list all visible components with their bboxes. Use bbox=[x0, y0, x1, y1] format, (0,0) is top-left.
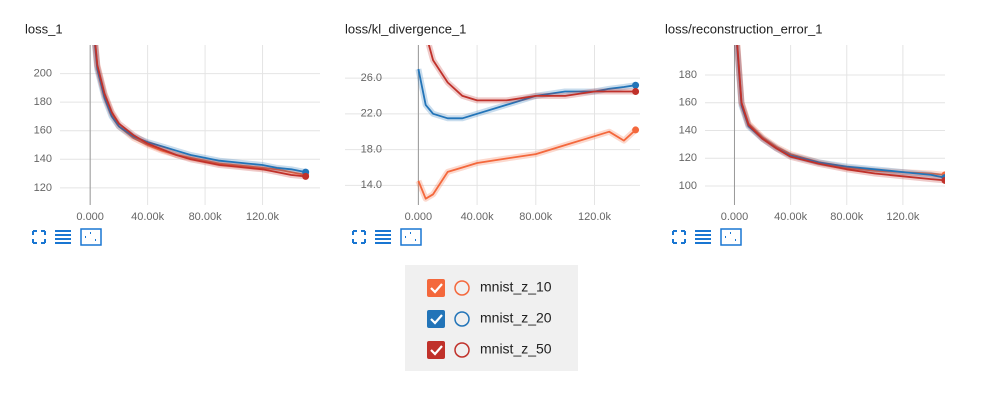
x-tick-label: 40.00k bbox=[774, 211, 808, 223]
chart-title: loss/kl_divergence_1 bbox=[345, 21, 466, 36]
fit-domain-dots bbox=[405, 232, 416, 241]
legend-marker bbox=[454, 280, 470, 296]
legend-label: mnist_z_50 bbox=[480, 341, 552, 357]
series-line bbox=[427, 45, 636, 102]
fit-domain-dots bbox=[85, 232, 96, 241]
x-tick-label: 40.00k bbox=[461, 211, 495, 223]
legend-check bbox=[430, 314, 443, 325]
fit-domain-icon[interactable] bbox=[720, 228, 742, 246]
series-band bbox=[92, 45, 307, 178]
series-band bbox=[91, 45, 307, 176]
x-tick-label: 0.000 bbox=[76, 211, 104, 223]
y-tick-label: 100 bbox=[679, 180, 697, 192]
y-tick-label: 14.0 bbox=[361, 179, 382, 191]
y-tick-label: 26.0 bbox=[361, 72, 382, 84]
x-tick-label: 120.0k bbox=[246, 211, 280, 223]
y-tick-label: 160 bbox=[679, 97, 697, 109]
series-end-dot bbox=[632, 126, 640, 134]
expand-icon[interactable] bbox=[672, 230, 686, 244]
plot-area bbox=[733, 45, 945, 184]
fit-domain-icon[interactable] bbox=[80, 228, 102, 246]
series-line bbox=[94, 45, 306, 176]
chart-title: loss/reconstruction_error_1 bbox=[665, 21, 823, 36]
y-tick-label: 120 bbox=[34, 182, 52, 194]
series-line bbox=[736, 45, 945, 179]
legend-checkbox[interactable] bbox=[427, 341, 445, 359]
series-band bbox=[92, 45, 306, 180]
legend-checkbox[interactable] bbox=[427, 279, 445, 297]
x-tick-label: 80.00k bbox=[189, 211, 223, 223]
y-tick-label: 200 bbox=[34, 67, 52, 79]
series-line bbox=[94, 45, 306, 173]
series-line bbox=[94, 45, 306, 178]
fit-domain-dots bbox=[725, 232, 736, 241]
x-tick-label: 80.00k bbox=[519, 211, 553, 223]
x-tick-label: 80.00k bbox=[830, 211, 864, 223]
legend-label: mnist_z_10 bbox=[480, 279, 552, 295]
fit-domain-icon[interactable] bbox=[400, 228, 422, 246]
series-line bbox=[417, 129, 637, 200]
y-tick-label: 120 bbox=[679, 152, 697, 164]
log-scale-icon[interactable] bbox=[55, 230, 71, 244]
legend-marker bbox=[454, 311, 470, 327]
series-line bbox=[736, 45, 945, 182]
x-tick-label: 40.00k bbox=[131, 211, 165, 223]
y-tick-label: 22.0 bbox=[361, 108, 382, 120]
x-tick-label: 0.000 bbox=[405, 211, 433, 223]
series-end-dot bbox=[941, 176, 945, 184]
series-band bbox=[415, 127, 638, 202]
plot-area bbox=[91, 45, 310, 180]
chart-title: loss_1 bbox=[25, 21, 63, 36]
legend-check bbox=[430, 283, 443, 294]
x-tick-label: 120.0k bbox=[578, 211, 612, 223]
series-end-dot bbox=[632, 87, 640, 95]
log-scale-icon[interactable] bbox=[695, 230, 711, 244]
y-tick-label: 140 bbox=[679, 124, 697, 136]
series-band bbox=[733, 45, 945, 181]
x-tick-label: 120.0k bbox=[886, 211, 920, 223]
series-end-dot bbox=[302, 172, 310, 180]
legend-marker bbox=[454, 342, 470, 358]
y-tick-label: 160 bbox=[34, 125, 52, 137]
series-line bbox=[417, 68, 636, 120]
y-tick-label: 140 bbox=[34, 153, 52, 165]
y-tick-label: 180 bbox=[679, 69, 697, 81]
legend-label: mnist_z_20 bbox=[480, 310, 552, 326]
y-tick-label: 18.0 bbox=[361, 143, 382, 155]
x-tick-label: 0.000 bbox=[721, 211, 749, 223]
legend-check bbox=[430, 345, 443, 356]
plot-area bbox=[415, 45, 640, 202]
series-end-dot bbox=[632, 81, 640, 89]
y-tick-label: 180 bbox=[34, 96, 52, 108]
expand-icon[interactable] bbox=[352, 230, 366, 244]
log-scale-icon[interactable] bbox=[375, 230, 391, 244]
expand-icon[interactable] bbox=[32, 230, 46, 244]
legend-checkbox[interactable] bbox=[427, 310, 445, 328]
